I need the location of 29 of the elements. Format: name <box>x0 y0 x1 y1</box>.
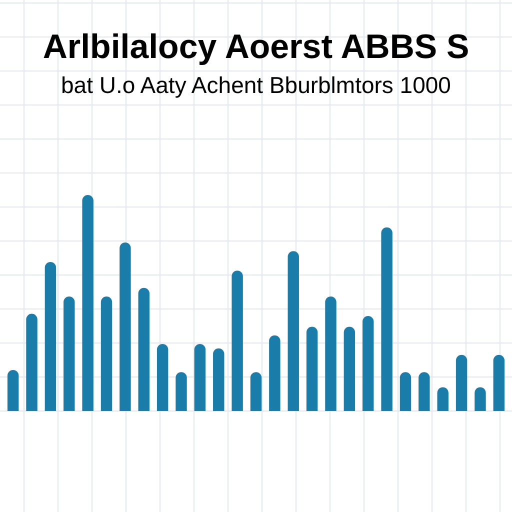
bar <box>120 242 131 411</box>
bar <box>44 262 56 411</box>
chart-title: Arlbilalocy Aoerst ABBS S <box>42 28 470 66</box>
bar <box>100 296 112 411</box>
bar <box>381 227 392 411</box>
bar <box>250 372 262 411</box>
bar <box>474 387 486 411</box>
bar <box>232 270 243 411</box>
bar <box>176 372 187 411</box>
bar <box>344 326 356 411</box>
bar <box>213 348 224 411</box>
bar <box>418 372 430 411</box>
chart-subtitle: bat U.o Aaty Achent Bburblmtors 1000 <box>61 72 451 98</box>
bar <box>306 326 318 411</box>
bar <box>138 288 150 411</box>
bar <box>362 316 374 411</box>
bar <box>437 387 448 411</box>
bar <box>156 344 168 411</box>
bar <box>26 314 38 411</box>
bar <box>194 344 206 411</box>
bar <box>400 372 412 411</box>
bar <box>7 370 19 411</box>
bar <box>269 335 280 411</box>
bar <box>325 296 336 411</box>
bar <box>82 195 94 411</box>
bar <box>288 251 299 411</box>
bar <box>493 354 505 411</box>
bar <box>456 354 468 411</box>
bar <box>64 296 75 411</box>
